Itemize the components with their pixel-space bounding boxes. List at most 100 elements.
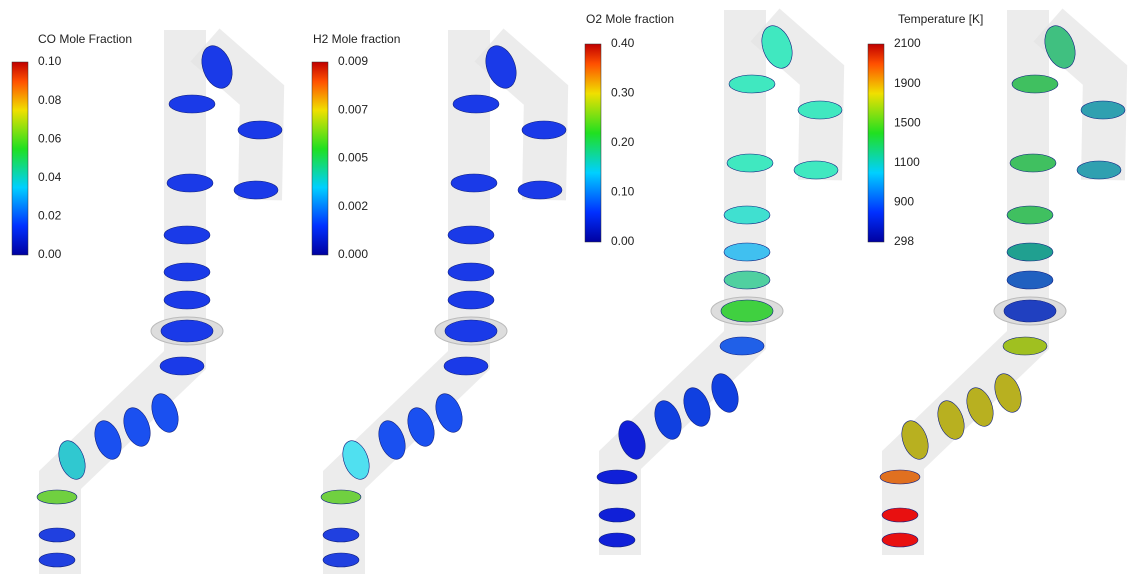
contour-slice	[123, 407, 151, 447]
contour-slice	[322, 527, 360, 543]
contour-slice	[94, 420, 122, 460]
colorbar-label: 0.007	[338, 102, 368, 116]
contour-slice	[719, 336, 765, 356]
colorbar-label: 0.00	[611, 234, 635, 248]
contour-slice	[38, 552, 76, 568]
contour-slice	[881, 532, 919, 548]
colorbar-label: 1100	[894, 155, 920, 169]
contour-slice	[163, 225, 211, 245]
colorbar-label: 2100	[894, 36, 921, 50]
contour-slice	[937, 400, 965, 440]
panel	[320, 28, 569, 574]
pipe	[882, 10, 1049, 555]
colorbar	[867, 43, 885, 243]
contour-slice	[320, 489, 362, 505]
colorbar-label: 0.04	[38, 170, 62, 184]
colorbar	[11, 61, 29, 256]
colorbar-label: 0.10	[611, 185, 635, 199]
panel	[596, 8, 845, 555]
contour-slice	[443, 356, 489, 376]
contour-slice	[723, 205, 771, 225]
contour-slice	[435, 393, 463, 433]
colorbar-label: 0.009	[338, 54, 368, 68]
contour-slice	[342, 440, 370, 480]
colorbar-label: 0.06	[38, 131, 62, 145]
contour-slice	[793, 160, 839, 180]
contour-slice	[159, 356, 205, 376]
contour-slice	[654, 400, 682, 440]
contour-slice	[711, 373, 739, 413]
colorbar-label: 0.000	[338, 247, 368, 261]
contour-slice	[598, 507, 636, 523]
colorbar-label: 900	[894, 195, 914, 209]
contour-slice	[237, 120, 283, 140]
contour-slice	[966, 387, 994, 427]
colorbar-label: 1500	[894, 115, 921, 129]
colorbar-label: 0.10	[38, 54, 62, 68]
contour-slice	[168, 94, 216, 114]
contour-slice	[618, 420, 646, 460]
legend-title: Temperature [K]	[898, 12, 983, 26]
contour-slice	[163, 290, 211, 310]
colorbar-label: 0.30	[611, 86, 635, 100]
pipe	[599, 10, 766, 555]
contour-slice	[994, 373, 1022, 413]
contour-slice	[598, 532, 636, 548]
contour-slice	[517, 180, 563, 200]
contour-slice	[322, 552, 360, 568]
contour-slice	[1076, 160, 1122, 180]
contour-slice	[683, 387, 711, 427]
colorbar-label: 0.002	[338, 199, 368, 213]
legend-title: CO Mole Fraction	[38, 32, 132, 46]
contour-slice	[720, 299, 774, 323]
contour-slice	[201, 45, 233, 89]
contour-slice	[450, 173, 498, 193]
colorbar-label: 0.08	[38, 93, 62, 107]
contour-slice	[1009, 153, 1057, 173]
contour-slice	[36, 489, 78, 505]
contour-slice	[521, 120, 567, 140]
contour-slice	[452, 94, 500, 114]
contour-slice	[233, 180, 279, 200]
pipe	[323, 30, 490, 574]
contour-slice	[407, 407, 435, 447]
contour-slice	[447, 262, 495, 282]
contour-slice	[761, 25, 793, 69]
panel	[879, 8, 1128, 555]
contour-slice	[378, 420, 406, 460]
contour-slice	[166, 173, 214, 193]
contour-slice	[726, 153, 774, 173]
contour-slice	[485, 45, 517, 89]
contour-slice	[1006, 242, 1054, 262]
contour-slice	[596, 469, 638, 485]
contour-slice	[1006, 270, 1054, 290]
contour-slice	[447, 225, 495, 245]
colorbar-label: 0.005	[338, 151, 368, 165]
pipe	[39, 30, 206, 574]
contour-slice	[881, 507, 919, 523]
contour-slice	[879, 469, 921, 485]
contour-slice	[447, 290, 495, 310]
contour-slice	[901, 420, 929, 460]
contour-slice	[38, 527, 76, 543]
contour-slice	[1011, 74, 1059, 94]
colorbar	[311, 61, 329, 256]
contour-slice	[58, 440, 86, 480]
contour-slice	[1003, 299, 1057, 323]
contour-slice	[723, 242, 771, 262]
contour-slice	[160, 319, 214, 343]
contour-slice	[1080, 100, 1126, 120]
contour-slice	[797, 100, 843, 120]
legend-title: O2 Mole fraction	[586, 12, 674, 26]
colorbar-label: 0.40	[611, 36, 635, 50]
colorbar	[584, 43, 602, 243]
colorbar-label: 298	[894, 234, 914, 248]
colorbar-label: 0.20	[611, 135, 635, 149]
contour-slice	[163, 262, 211, 282]
colorbar-label: 0.00	[38, 247, 62, 261]
contour-slice	[1006, 205, 1054, 225]
contour-slice	[1002, 336, 1048, 356]
legend-title: H2 Mole fraction	[313, 32, 400, 46]
contour-slice	[444, 319, 498, 343]
